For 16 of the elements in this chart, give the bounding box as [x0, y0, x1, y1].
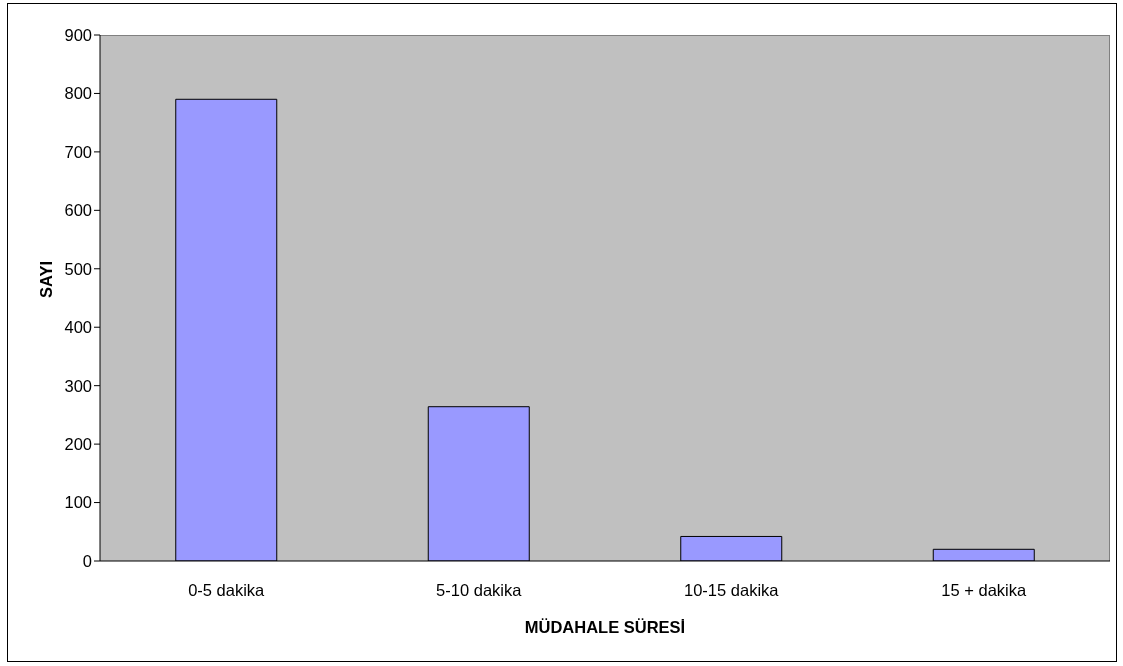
y-tick-label: 400	[64, 318, 92, 337]
y-tick-label: 600	[64, 201, 92, 220]
y-axis-title: SAYI	[36, 261, 55, 298]
y-tick-label: 500	[64, 259, 92, 278]
x-tick-label: 15 + dakika	[941, 580, 1027, 599]
y-tick-label: 900	[64, 25, 92, 44]
y-tick-label: 200	[64, 434, 92, 453]
x-axis-title: MÜDAHALE SÜRESİ	[524, 618, 686, 636]
x-tick-label: 10-15 dakika	[684, 580, 780, 599]
y-tick-label: 300	[64, 376, 92, 395]
y-tick-label: 0	[82, 551, 92, 570]
x-tick-label: 0-5 dakika	[188, 580, 266, 599]
y-tick-label: 800	[64, 84, 92, 103]
y-tick-label: 700	[64, 142, 92, 161]
y-tick-label: 100	[64, 493, 92, 512]
x-tick-label: 5-10 dakika	[436, 580, 523, 599]
